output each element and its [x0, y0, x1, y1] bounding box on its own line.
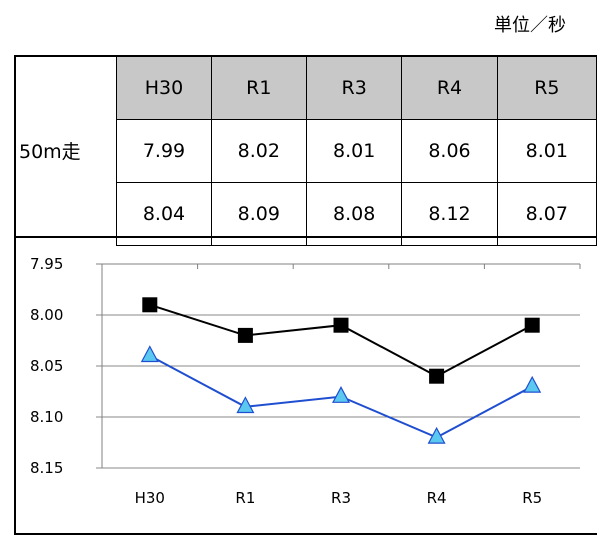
x-tick-label: R3 [331, 489, 351, 507]
table-chart-divider [14, 236, 597, 238]
header-cell: H30 [116, 55, 212, 120]
table-cell: 8.08 [305, 181, 403, 246]
y-tick-label: 8.00 [30, 306, 63, 324]
table-cell: 8.01 [305, 118, 403, 183]
table-cell: 7.99 [116, 118, 212, 183]
x-tick-label: H30 [135, 489, 165, 507]
header-cell: R4 [401, 55, 498, 120]
triangle-marker [427, 426, 446, 444]
triangle-marker [236, 396, 255, 414]
square-marker [429, 368, 445, 384]
row-label: 50m走 [13, 119, 118, 182]
triangle-marker [523, 375, 542, 393]
table-cell: 8.07 [496, 181, 597, 246]
table-cell: 8.06 [401, 118, 498, 183]
data-table: H30 R1 R3 R4 R5 50m走 7.99 8.02 8.01 8.06… [13, 55, 597, 246]
table-cell: 8.04 [116, 181, 212, 246]
table-cell: 8.01 [496, 118, 597, 183]
y-tick-label: 8.10 [30, 408, 63, 426]
table-cell: 8.09 [210, 181, 307, 246]
series-line [149, 303, 533, 378]
header-cell: R5 [496, 55, 597, 120]
square-marker [237, 327, 253, 343]
y-tick-label: 8.05 [30, 357, 63, 375]
y-tick-label: 8.15 [30, 459, 63, 477]
unit-label: 単位／秒 [494, 15, 566, 36]
line-chart: 7.95 8.00 8.05 8.10 8.15 H30 R1 R3 R4 R5 [30, 255, 581, 507]
header-cell: R3 [305, 55, 403, 120]
y-tick-label: 7.95 [30, 255, 63, 273]
square-marker [524, 317, 540, 333]
table-cell: 8.12 [401, 181, 498, 246]
x-tick-label: R4 [427, 489, 447, 507]
square-marker [142, 297, 158, 313]
header-cell: R1 [210, 55, 307, 120]
triangle-marker [332, 386, 350, 403]
row-label-cell-top [13, 55, 118, 119]
row-label-cell-bottom [13, 182, 118, 245]
square-marker [333, 317, 349, 333]
triangle-marker [140, 345, 159, 363]
x-tick-label: R5 [522, 489, 542, 507]
x-tick-label: R1 [235, 489, 255, 507]
